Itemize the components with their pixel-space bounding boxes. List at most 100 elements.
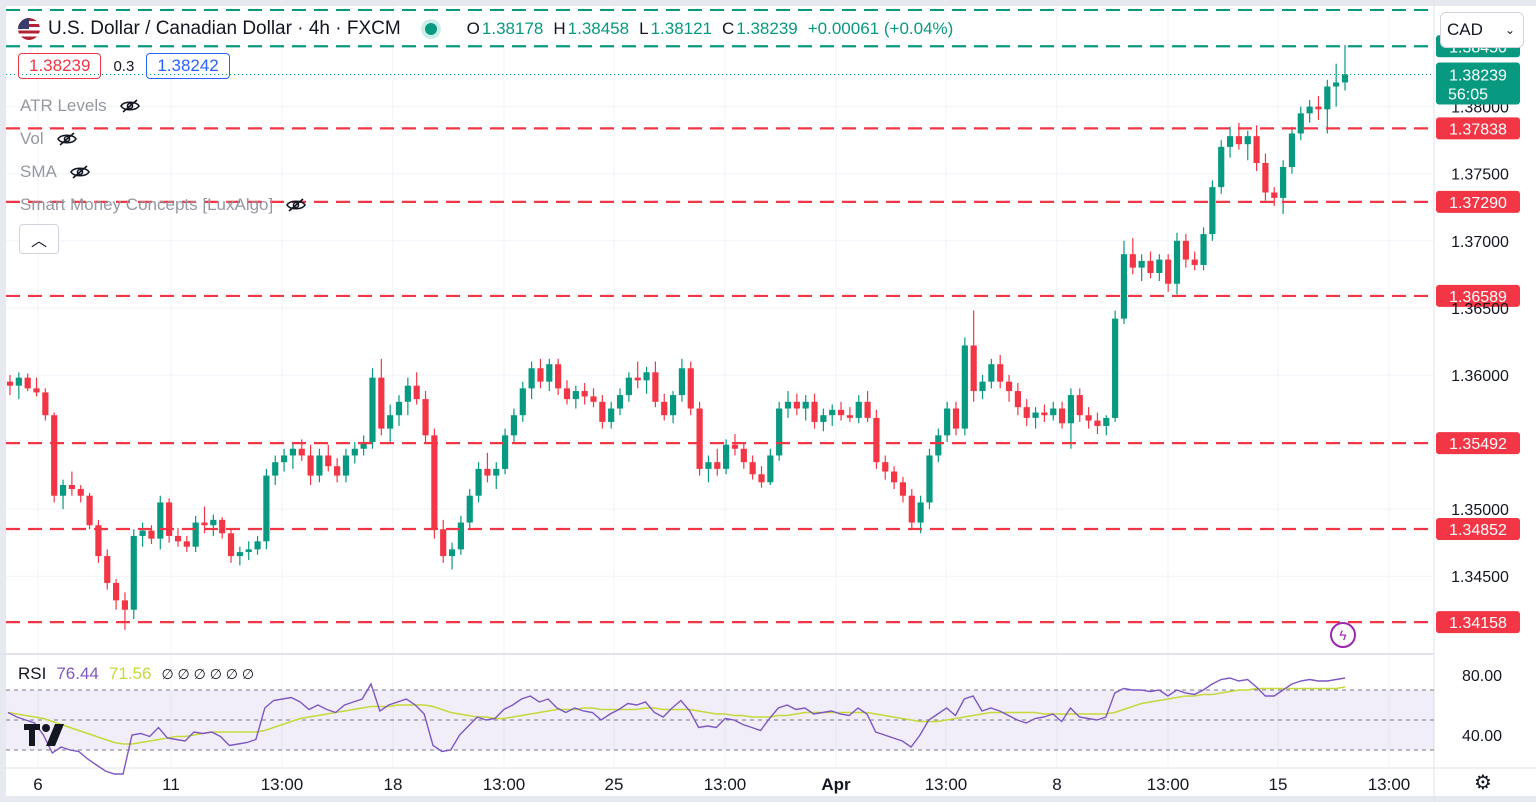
buy-button[interactable]: 1.38242 — [146, 53, 230, 79]
candle-body — [1324, 86, 1331, 110]
candle-body — [1041, 412, 1048, 416]
candle — [705, 455, 712, 483]
candle-body — [961, 345, 968, 429]
candle-body — [899, 482, 907, 496]
candle — [643, 366, 650, 394]
candle — [263, 468, 270, 550]
candle-body — [917, 502, 924, 523]
time-tick-label: 13:00 — [1147, 775, 1190, 794]
candle-body — [77, 489, 84, 496]
candle-body — [678, 368, 686, 396]
candle-body — [192, 522, 199, 547]
market-status-icon[interactable] — [424, 23, 437, 35]
candle-body — [236, 552, 243, 557]
candle-body — [1076, 395, 1083, 416]
candle-body — [413, 385, 420, 400]
candle — [1085, 407, 1092, 429]
candle-body — [68, 484, 75, 489]
candle-body — [1032, 412, 1039, 418]
candle-body — [51, 415, 58, 496]
candle — [77, 484, 84, 503]
candle — [979, 374, 986, 400]
candle-body — [263, 475, 270, 542]
candle — [669, 391, 677, 424]
indicator-sma[interactable]: SMA — [20, 162, 91, 182]
indicator-smart-money-concepts[interactable]: Smart Money Concepts [LuxAlgo] — [20, 195, 307, 215]
indicator-label: Vol — [20, 129, 44, 148]
symbol-title[interactable]: U.S. Dollar / Canadian Dollar · 4h · FXC… — [48, 18, 401, 39]
candle — [219, 517, 226, 539]
candle — [731, 433, 739, 456]
time-tick-label: 13:00 — [1368, 775, 1411, 794]
level-price-label: 1.36589 — [1449, 289, 1507, 306]
candle — [1209, 180, 1216, 241]
candle-body — [307, 455, 314, 476]
candle — [1058, 401, 1066, 429]
candle-body — [873, 417, 880, 463]
candle — [183, 535, 190, 553]
candle-body — [997, 364, 1004, 382]
candle-body — [1129, 254, 1136, 268]
candle-body — [935, 435, 942, 456]
eye-hidden-icon[interactable] — [119, 99, 141, 113]
candle — [882, 455, 889, 480]
eye-hidden-icon[interactable] — [285, 198, 307, 212]
candle-body — [130, 535, 137, 610]
candle-body — [891, 471, 898, 483]
candle-body — [1191, 259, 1198, 265]
tradingview-logo-icon[interactable] — [22, 722, 68, 748]
candle-body — [1341, 74, 1349, 83]
candle-body — [1156, 259, 1163, 273]
candle-body — [510, 415, 518, 436]
candle-body — [484, 468, 491, 476]
candle-body — [926, 455, 933, 503]
indicator-vol[interactable]: Vol — [20, 129, 78, 149]
candle-body — [325, 455, 332, 467]
candle-body — [1235, 136, 1243, 145]
candle-body — [395, 401, 403, 416]
candle — [210, 514, 217, 536]
sell-button[interactable]: 1.38239 — [18, 53, 102, 79]
candle — [519, 381, 526, 422]
candle — [1306, 99, 1313, 123]
rsi-tick-label: 40.00 — [1462, 728, 1502, 745]
eye-hidden-icon[interactable] — [69, 165, 91, 179]
candle — [1182, 234, 1189, 268]
candle — [988, 358, 995, 389]
candle-body — [1120, 254, 1128, 319]
lightning-icon[interactable]: ϟ — [1330, 622, 1356, 648]
candle — [86, 493, 93, 530]
low-value: 1.38121 — [650, 19, 713, 38]
open-value: 1.38178 — [481, 19, 544, 38]
rsi-legend: RSI 76.44 71.56 ∅ ∅ ∅ ∅ ∅ ∅ — [18, 664, 254, 684]
indicator-atr-levels[interactable]: ATR Levels — [20, 96, 141, 116]
candle — [678, 358, 686, 402]
level-price-tag — [1436, 432, 1520, 455]
candle — [1271, 187, 1278, 206]
candle-body — [254, 541, 261, 550]
collapse-legend-button[interactable]: ︿ — [19, 224, 59, 254]
rsi-empty-values: ∅ ∅ ∅ ∅ ∅ ∅ — [161, 665, 255, 682]
settings-icon[interactable]: ⚙ — [1474, 772, 1492, 794]
candle-body — [1058, 408, 1066, 424]
candle-body — [201, 522, 208, 526]
candle — [227, 527, 235, 563]
currency-select[interactable]: CAD ⌄ — [1440, 12, 1524, 48]
candle — [917, 495, 924, 534]
candle — [820, 408, 827, 432]
candle — [351, 442, 358, 464]
candle-body — [802, 401, 809, 409]
time-tick-label: Apr — [821, 775, 851, 794]
candle — [1218, 140, 1225, 194]
candle — [24, 373, 31, 392]
candle-body — [174, 535, 182, 542]
high-value: 1.38458 — [567, 19, 630, 38]
rsi-label[interactable]: RSI — [18, 664, 47, 683]
candle-body — [572, 391, 579, 400]
candle-body — [714, 462, 721, 469]
candle — [307, 444, 314, 485]
eye-hidden-icon[interactable] — [56, 132, 78, 146]
time-tick-label: 11 — [162, 775, 180, 794]
